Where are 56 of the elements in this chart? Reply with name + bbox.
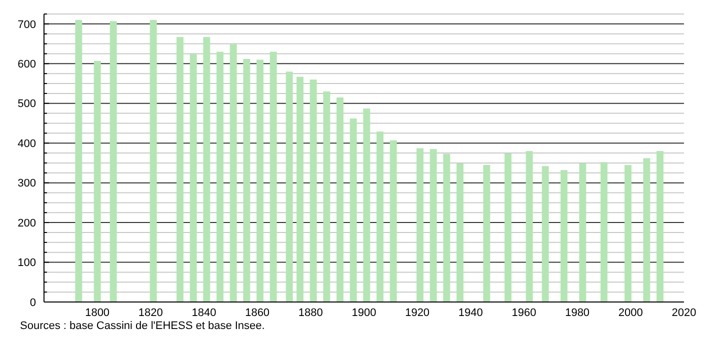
bar <box>203 37 210 302</box>
bar <box>456 163 464 302</box>
y-tick-label: 0 <box>30 296 36 309</box>
bar <box>600 162 608 302</box>
bar <box>296 76 304 302</box>
x-tick-label: 1980 <box>565 307 590 319</box>
bar <box>579 163 586 302</box>
y-tick-label: 700 <box>18 18 36 31</box>
bar <box>643 158 650 302</box>
y-tick-label: 300 <box>18 178 36 190</box>
x-tick-label: 1800 <box>85 307 110 319</box>
x-tick-label: 2000 <box>618 307 643 319</box>
bar <box>363 108 370 302</box>
x-tick-label: 1920 <box>405 307 430 319</box>
y-tick-label: 500 <box>18 98 36 110</box>
bar <box>216 52 224 302</box>
x-tick-label: 1940 <box>458 307 483 319</box>
bar <box>286 72 293 302</box>
bar <box>560 170 568 302</box>
bar <box>270 52 277 302</box>
y-tick-label: 400 <box>18 138 36 150</box>
bar <box>150 20 157 302</box>
bar <box>323 91 330 302</box>
bar <box>336 97 344 302</box>
bar <box>190 54 197 302</box>
bar <box>504 153 512 302</box>
bar <box>230 44 237 302</box>
x-tick-label: 1960 <box>512 307 536 319</box>
bar <box>94 60 101 302</box>
y-tick-label: 600 <box>18 58 36 71</box>
bar <box>430 149 437 302</box>
bar <box>75 20 82 302</box>
bar <box>350 118 357 302</box>
x-tick-label: 1880 <box>298 307 323 319</box>
y-tick-label: 100 <box>18 257 36 270</box>
bar <box>542 166 549 302</box>
bar <box>443 154 450 302</box>
bar <box>310 80 317 302</box>
bar <box>176 37 184 302</box>
x-tick-label: 1860 <box>245 307 270 319</box>
bar <box>483 164 490 302</box>
bar <box>526 151 533 302</box>
source-note: Sources : base Cassini de l'EHESS et base Insee. <box>20 320 265 332</box>
x-tick-label: 1900 <box>352 307 376 319</box>
y-tick-label: 200 <box>18 217 36 230</box>
x-tick-label: 1820 <box>138 307 163 319</box>
bar <box>376 132 384 302</box>
bar <box>624 164 632 302</box>
bar <box>256 60 264 302</box>
x-tick-label: 2020 <box>672 307 696 319</box>
bar <box>243 58 250 302</box>
bar <box>110 21 117 302</box>
bar <box>390 140 397 302</box>
bar <box>416 148 424 302</box>
x-tick-label: 1840 <box>192 307 216 319</box>
bar <box>656 151 664 302</box>
